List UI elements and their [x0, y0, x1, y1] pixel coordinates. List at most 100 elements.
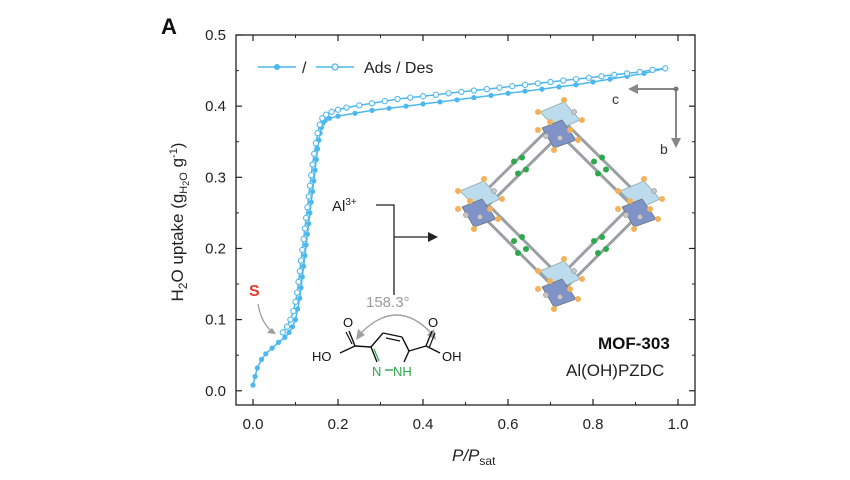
nitrogen-atom: [591, 158, 597, 165]
oxygen-atom: [535, 268, 541, 274]
crystal-axes: c b: [612, 84, 681, 157]
mof-crystal-structure: [455, 97, 665, 312]
x-tick-label: 0.2: [328, 416, 349, 433]
carbon-atom: [651, 188, 657, 194]
oxygen-atom: [575, 137, 581, 143]
y-tick-label: 0.0: [205, 383, 226, 400]
data-point-des: [299, 246, 306, 254]
data-point-des: [368, 100, 376, 107]
nitrogen-atom: [519, 154, 525, 161]
series-line-des: [282, 67, 666, 333]
data-point-des: [309, 161, 316, 168]
data-point-des: [334, 106, 342, 113]
nitrogen-atom: [591, 238, 597, 244]
oxygen-atom: [567, 127, 573, 133]
carboxyl-bond: [425, 330, 433, 347]
oxygen-atom: [579, 276, 585, 282]
data-point-des: [470, 87, 478, 94]
oxygen-right: O: [428, 315, 438, 330]
data-point-ads: [539, 86, 545, 92]
data-point-ads: [403, 103, 409, 109]
nitrogen-atom: [603, 166, 609, 173]
oxygen-atom: [561, 97, 567, 103]
carboxyl-bond: [354, 345, 372, 348]
data-point-des: [311, 150, 318, 157]
axis-b-label: b: [660, 141, 668, 157]
data-point-ads: [298, 285, 304, 291]
data-point-des: [407, 94, 414, 101]
data-point-des: [292, 298, 299, 305]
data-point-des: [623, 70, 631, 77]
data-point-des: [312, 140, 320, 147]
carboxyl-bond: [408, 345, 427, 352]
data-point-ads: [301, 263, 307, 269]
data-point-des: [290, 307, 297, 315]
carbon-atom: [623, 212, 629, 218]
carboxyl-bond: [425, 345, 441, 354]
x-tick-label: 0.4: [413, 416, 434, 433]
data-point-des: [381, 98, 388, 105]
data-point-des: [560, 77, 567, 84]
x-tick-labels: 0.0 0.2 0.4 0.6 0.8 1.0: [243, 416, 689, 433]
axis-ticks: [236, 34, 695, 405]
nitrogen-atom: [595, 250, 601, 256]
angle-arc: [359, 314, 433, 335]
oxygen-atom: [547, 278, 553, 284]
data-point-ads: [306, 221, 312, 227]
data-point-ads: [315, 146, 321, 152]
x-tick-label: 0.0: [243, 416, 264, 433]
data-point-des: [509, 83, 516, 90]
y-tick-label: 0.4: [205, 98, 226, 115]
data-point-ads: [309, 188, 316, 195]
data-point-ads: [420, 101, 426, 107]
data-point-des: [302, 214, 310, 222]
nitrogen-atom: [519, 234, 525, 240]
axis-c-label: c: [612, 91, 619, 107]
data-point-ads: [275, 339, 282, 345]
angle-label: 158.3°: [366, 294, 410, 311]
oxygen-atom: [655, 216, 661, 222]
data-point-des: [445, 90, 452, 97]
oxygen-left: O: [343, 315, 353, 330]
legend: / Ads / Des: [258, 60, 433, 77]
axis-origin: [673, 86, 679, 92]
data-point-ads: [352, 110, 358, 116]
nitrogen-atom: [599, 154, 605, 161]
series-layer: [250, 65, 669, 388]
data-point-ads: [313, 156, 319, 163]
y-axis-title: H2O uptake (gH2O g-1): [168, 143, 191, 302]
oxygen-atom: [535, 109, 541, 115]
data-point-des: [598, 73, 605, 80]
oxygen-atom: [467, 198, 473, 204]
linker-strand: [554, 129, 637, 211]
data-point-ads: [335, 113, 341, 119]
oxygen-atom: [547, 119, 553, 125]
data-point-des: [306, 182, 314, 189]
data-point-ads: [263, 351, 269, 357]
legend-ads-marker: [274, 64, 280, 70]
data-point-des: [328, 108, 335, 115]
nitrogen-atom: [515, 170, 521, 177]
data-point-ads: [269, 345, 275, 351]
data-point-des: [322, 111, 330, 118]
data-point-des: [287, 316, 294, 323]
oxygen-atom: [647, 206, 653, 212]
data-point-ads: [454, 97, 460, 103]
data-point-des: [343, 104, 350, 111]
data-point-des: [297, 257, 305, 264]
nitrogen-atom: [599, 234, 605, 240]
data-point-ads: [254, 365, 260, 371]
nitrogen-atom: [523, 246, 529, 252]
data-point-ads: [286, 329, 292, 335]
data-point-ads: [437, 99, 443, 105]
nitrogen-atom: [595, 170, 601, 177]
data-point-ads: [311, 178, 317, 184]
data-point-des: [300, 236, 307, 243]
carbon-atom: [543, 292, 549, 298]
data-point-des: [662, 65, 669, 72]
data-point-ads: [297, 295, 303, 301]
oxygen-atom: [627, 198, 633, 204]
carboxyl-bond: [339, 345, 356, 354]
data-point-ads: [302, 253, 308, 259]
ring-bond: [385, 337, 401, 342]
